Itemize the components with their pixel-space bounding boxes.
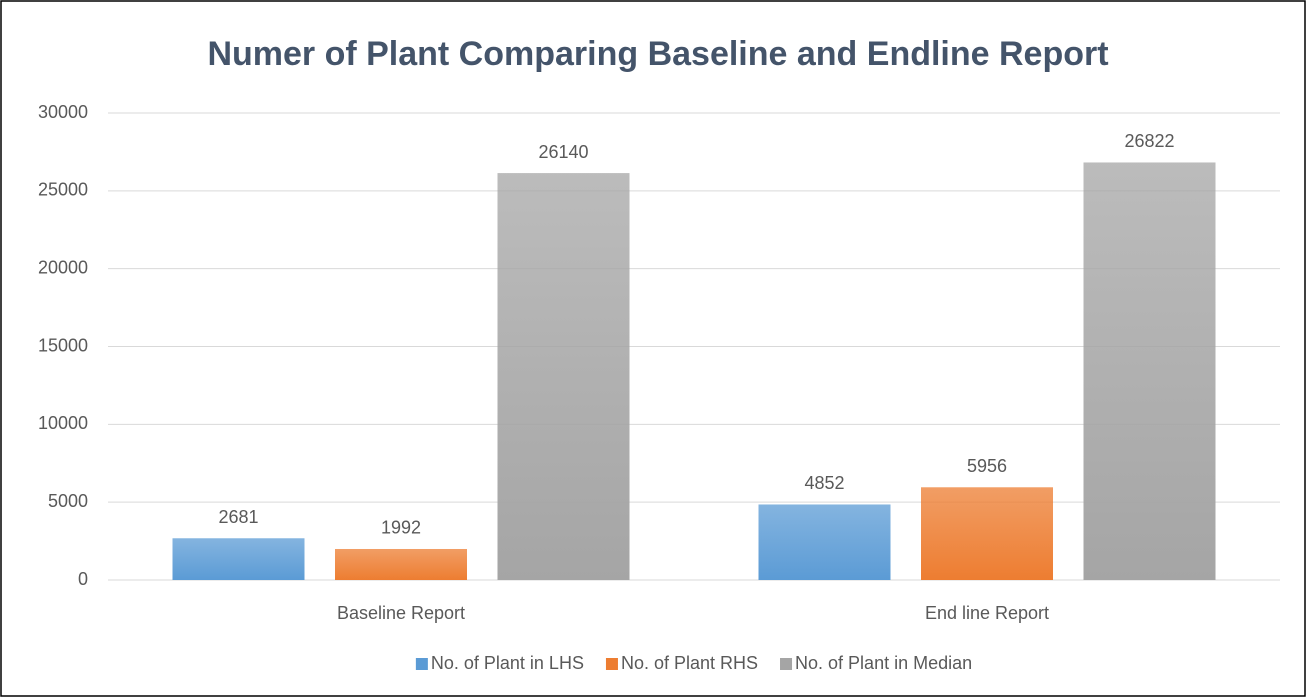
legend-label: No. of Plant in Median: [795, 653, 972, 673]
legend-swatch: [415, 658, 428, 670]
y-tick-label: 25000: [38, 180, 88, 200]
data-label: 4852: [804, 473, 844, 493]
y-tick-label: 10000: [38, 413, 88, 433]
legend-label: No. of Plant RHS: [621, 653, 758, 673]
chart-title: Numer of Plant Comparing Baseline and En…: [207, 35, 1108, 73]
bar: [921, 487, 1053, 580]
data-label: 2681: [218, 507, 258, 527]
data-label: 26140: [538, 142, 588, 162]
y-tick-label: 0: [78, 569, 88, 589]
y-tick-label: 30000: [38, 102, 88, 122]
y-tick-label: 5000: [48, 491, 88, 511]
legend: No. of Plant in LHS No. of Plant RHS No. o…: [415, 653, 972, 673]
bar: [497, 173, 630, 580]
x-tick-label: End line Report: [925, 603, 1049, 623]
data-label: 1992: [381, 518, 421, 538]
x-tick-label: Baseline Report: [337, 603, 465, 623]
bar: [1083, 162, 1216, 580]
legend-label: No. of Plant in LHS: [431, 653, 584, 673]
bar: [335, 548, 467, 580]
bar: [172, 538, 305, 580]
y-tick-label: 20000: [38, 257, 88, 277]
data-label: 26822: [1124, 131, 1174, 151]
legend-swatch: [605, 658, 618, 670]
bar: [758, 504, 891, 580]
data-label: 5956: [967, 456, 1007, 476]
legend-swatch: [780, 658, 793, 670]
y-tick-label: 15000: [38, 335, 88, 355]
